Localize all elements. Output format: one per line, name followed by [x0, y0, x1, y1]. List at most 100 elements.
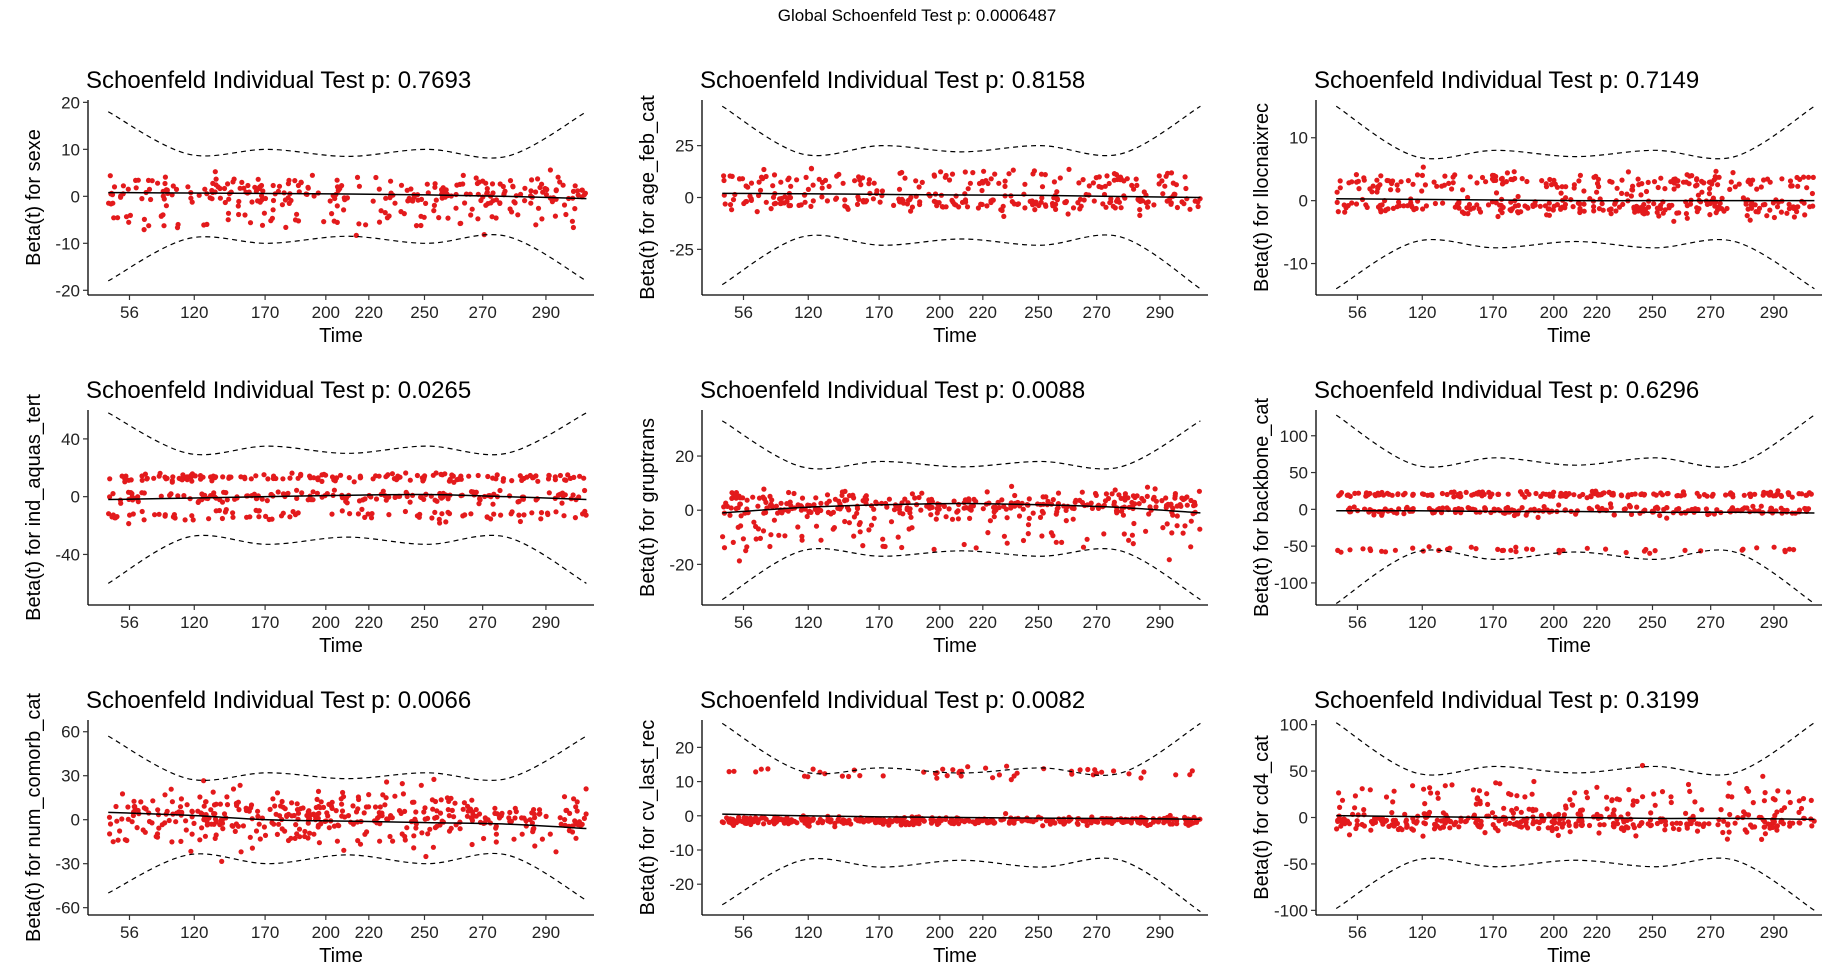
data-point	[768, 501, 774, 507]
data-point	[1408, 200, 1414, 206]
data-point	[529, 177, 535, 183]
data-point	[1798, 805, 1805, 812]
data-point	[219, 499, 226, 505]
data-point	[1355, 490, 1362, 496]
data-point	[125, 816, 131, 822]
x-tick-label: 170	[1479, 613, 1507, 632]
data-point	[1463, 489, 1469, 495]
data-point	[1106, 180, 1112, 187]
data-point	[886, 822, 892, 828]
data-point	[315, 788, 322, 795]
data-point	[211, 490, 217, 496]
data-point	[857, 177, 863, 183]
data-point	[189, 809, 195, 815]
data-point	[569, 218, 576, 224]
data-point	[1011, 201, 1017, 207]
data-point	[1473, 509, 1479, 515]
data-point	[267, 806, 273, 813]
data-point	[1391, 823, 1397, 829]
y-tick-label: 40	[61, 430, 80, 449]
data-point	[1639, 181, 1645, 187]
data-point	[376, 186, 382, 192]
data-point	[1352, 805, 1358, 811]
data-point	[571, 474, 577, 480]
data-point	[1569, 802, 1575, 808]
data-point	[1786, 206, 1792, 212]
x-tick-label: 120	[1408, 613, 1436, 632]
data-point	[274, 790, 281, 796]
data-point	[808, 203, 814, 209]
x-axis-label: Time	[933, 325, 977, 347]
data-point	[1471, 812, 1477, 818]
data-point	[1411, 207, 1417, 213]
data-point	[1594, 504, 1600, 510]
data-point	[437, 810, 444, 816]
x-tick-label: 290	[532, 923, 560, 942]
data-point	[1566, 491, 1572, 497]
data-point	[880, 543, 886, 549]
data-point	[1767, 179, 1773, 185]
data-point	[1715, 182, 1721, 188]
data-point	[326, 801, 332, 808]
data-point	[1594, 784, 1600, 790]
lower-confidence-band	[721, 857, 1201, 913]
data-point	[1143, 528, 1149, 534]
data-point	[256, 508, 262, 514]
data-point	[1370, 821, 1376, 827]
data-point	[204, 822, 210, 828]
data-point	[802, 820, 808, 826]
data-point	[1518, 819, 1524, 825]
data-point	[450, 473, 456, 479]
data-point	[427, 826, 433, 832]
data-point	[1676, 826, 1682, 833]
data-point	[1726, 829, 1732, 835]
data-point	[493, 839, 499, 845]
data-point	[1628, 193, 1634, 199]
data-point	[909, 491, 916, 497]
x-axis-label: Time	[933, 635, 977, 657]
data-point	[1674, 493, 1680, 499]
data-point	[344, 195, 350, 201]
data-point	[299, 490, 305, 496]
data-point	[1725, 793, 1731, 799]
data-point	[562, 817, 568, 823]
data-point	[329, 211, 335, 217]
data-point	[365, 511, 371, 517]
data-point	[1577, 201, 1583, 207]
data-point	[976, 180, 983, 187]
data-point	[1022, 181, 1028, 187]
data-point	[1694, 177, 1700, 183]
data-point	[732, 818, 738, 824]
data-point	[1687, 788, 1693, 795]
data-point	[842, 488, 848, 494]
data-point	[1420, 164, 1426, 170]
data-point	[1179, 495, 1185, 501]
data-point	[538, 509, 545, 516]
data-point	[899, 169, 905, 176]
data-point	[1519, 176, 1525, 182]
data-point	[1630, 183, 1636, 189]
data-point	[1797, 820, 1803, 826]
data-point	[1497, 207, 1504, 213]
data-point	[292, 178, 298, 184]
data-point	[1164, 521, 1170, 527]
data-point	[1803, 506, 1810, 512]
data-point	[846, 773, 852, 780]
data-point	[538, 516, 544, 522]
data-point	[493, 831, 499, 837]
data-point	[1513, 544, 1519, 550]
data-point	[1184, 502, 1190, 508]
data-point	[176, 809, 182, 815]
data-point	[856, 521, 862, 528]
data-point	[513, 193, 519, 199]
data-point	[802, 199, 808, 205]
data-point	[1111, 171, 1117, 177]
data-point	[1453, 819, 1459, 826]
data-point	[758, 174, 765, 180]
data-point	[799, 537, 805, 543]
data-point	[1558, 190, 1564, 196]
data-point	[1770, 200, 1776, 206]
data-point	[1474, 490, 1480, 496]
data-point	[293, 822, 299, 828]
data-point	[553, 188, 559, 194]
